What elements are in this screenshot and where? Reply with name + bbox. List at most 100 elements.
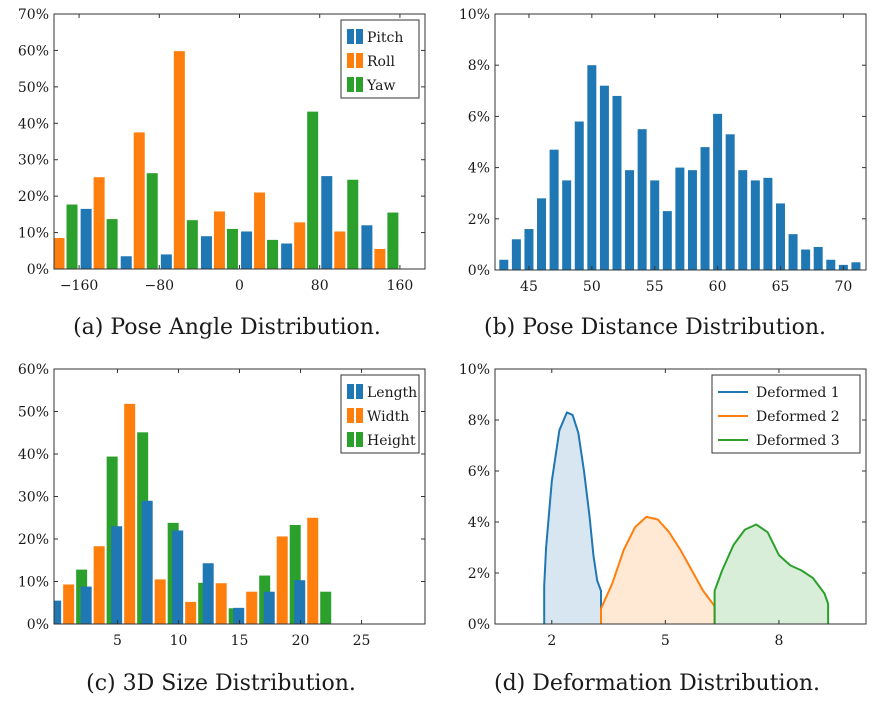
legend-swatch-length [347, 384, 354, 399]
pose-angle-caption: (a) Pose Angle Distribution. [73, 315, 381, 340]
size-x-ticks: 5 10 15 20 25 [113, 369, 370, 649]
legend-swatch-length [356, 384, 363, 399]
bar-height [320, 591, 332, 624]
x-tick-label: 70 [834, 279, 852, 295]
bar-roll [374, 248, 386, 269]
size-caption: (c) 3D Size Distribution. [86, 671, 356, 696]
bar-distance [587, 65, 597, 270]
bar-distance [788, 234, 798, 270]
bar-roll [133, 132, 145, 269]
bar-pitch [361, 225, 373, 269]
bar-distance [851, 262, 861, 270]
area-fill-deformed-3 [714, 524, 829, 624]
x-tick-label: 15 [231, 633, 249, 649]
panel-3d-size: 0% 10% 20% 30% 40% 50% 60% 5 10 15 20 25 Length Wid… [18, 362, 426, 696]
deformation-x-ticks: 2 5 8 [547, 369, 783, 649]
bar-distance [511, 239, 521, 270]
bar-distance [625, 170, 635, 270]
pose-angle-legend: Pitch Roll Yaw [340, 19, 420, 99]
bar-groups [54, 51, 399, 269]
bar-pitch [160, 254, 172, 269]
legend-swatch-pitch [347, 29, 354, 44]
pose-angle-x-ticks: −160 −80 0 80 160 [60, 14, 413, 294]
bar-yaw [387, 212, 399, 269]
bar-distance [562, 180, 572, 270]
y-tick-label: 10% [459, 362, 490, 378]
bar-distance [700, 147, 710, 270]
y-tick-label: 2% [468, 566, 490, 582]
legend-label-height: Height [367, 433, 416, 449]
bar-length [294, 580, 306, 624]
bar-roll [254, 192, 266, 269]
area-line-deformed-3 [713, 523, 830, 624]
bar-pitch [200, 236, 212, 269]
bar-distance [574, 121, 584, 271]
panel-pose-distance: 0% 2% 4% 6% 8% 10% 45 50 55 60 65 70 (b) Pose Dist… [459, 7, 867, 340]
y-tick-label: 10% [18, 575, 49, 591]
pose-angle-y-ticks: 0% 10% 20% 30% 40% 50% 60% 70% [18, 7, 425, 278]
legend-swatch-height [356, 432, 363, 447]
bar-width [154, 579, 166, 624]
y-tick-label: 40% [18, 447, 49, 463]
y-tick-label: 50% [18, 80, 49, 96]
y-tick-label: 30% [18, 153, 49, 169]
x-tick-label: 160 [387, 278, 414, 294]
bar-distance [763, 177, 773, 270]
y-tick-label: 60% [18, 43, 49, 59]
y-tick-label: 70% [18, 7, 49, 23]
bar-pitch [281, 243, 293, 269]
size-bars [54, 403, 332, 624]
legend-swatch-height [347, 432, 354, 447]
legend-label-width: Width [367, 409, 409, 425]
size-legend: Length Width Height [340, 374, 420, 454]
deformation-caption: (d) Deformation Distribution. [494, 671, 820, 696]
bar-pitch [120, 256, 132, 269]
bar-pitch [80, 208, 92, 269]
area-line-deformed-1 [543, 411, 602, 624]
bar-length [141, 500, 153, 624]
legend-label-roll: Roll [367, 54, 395, 70]
x-tick-label: 10 [170, 633, 188, 649]
bar-distance [637, 129, 647, 270]
bar-width [124, 403, 136, 624]
x-tick-label: 45 [520, 279, 538, 295]
bar-distance [650, 180, 660, 270]
x-tick-label: 5 [113, 633, 122, 649]
legend-label-deformed-3: Deformed 3 [756, 433, 840, 449]
bar-distance [675, 167, 685, 270]
legend-label-deformed-2: Deformed 2 [756, 409, 840, 425]
bar-distance [725, 134, 735, 270]
bar-width [276, 536, 288, 624]
pose-distance-y-ticks: 0% 2% 4% 6% 8% 10% [459, 7, 866, 279]
x-tick-label: 0 [235, 278, 244, 294]
legend-swatch-width [347, 408, 354, 423]
bar-distance [537, 198, 547, 270]
bar-width [307, 517, 319, 624]
bar-yaw [226, 228, 238, 269]
x-tick-label: 50 [583, 279, 601, 295]
bar-length [233, 607, 245, 624]
deformation-y-ticks: 0% 2% 4% 6% 8% 10% [459, 362, 866, 633]
y-tick-label: 20% [18, 189, 49, 205]
bar-distance [524, 229, 534, 270]
bar-distance [738, 170, 748, 270]
y-tick-label: 6% [468, 109, 490, 125]
bar-distance [549, 149, 559, 270]
x-tick-label: 60 [709, 279, 727, 295]
y-tick-label: 4% [468, 515, 490, 531]
y-tick-label: 2% [468, 212, 490, 228]
legend-swatch-roll [356, 53, 363, 68]
x-tick-label: 8 [774, 633, 783, 649]
x-tick-label: 80 [311, 278, 329, 294]
bar-distance [801, 249, 811, 270]
x-tick-label: 55 [646, 279, 664, 295]
bar-roll [173, 51, 185, 269]
bar-yaw [146, 173, 158, 269]
bar-length [111, 526, 123, 624]
y-tick-label: 60% [18, 362, 49, 378]
bar-pitch [321, 176, 333, 269]
x-tick-label: 5 [661, 633, 670, 649]
x-tick-label: 25 [353, 633, 371, 649]
area-line-deformed-2 [600, 515, 716, 624]
